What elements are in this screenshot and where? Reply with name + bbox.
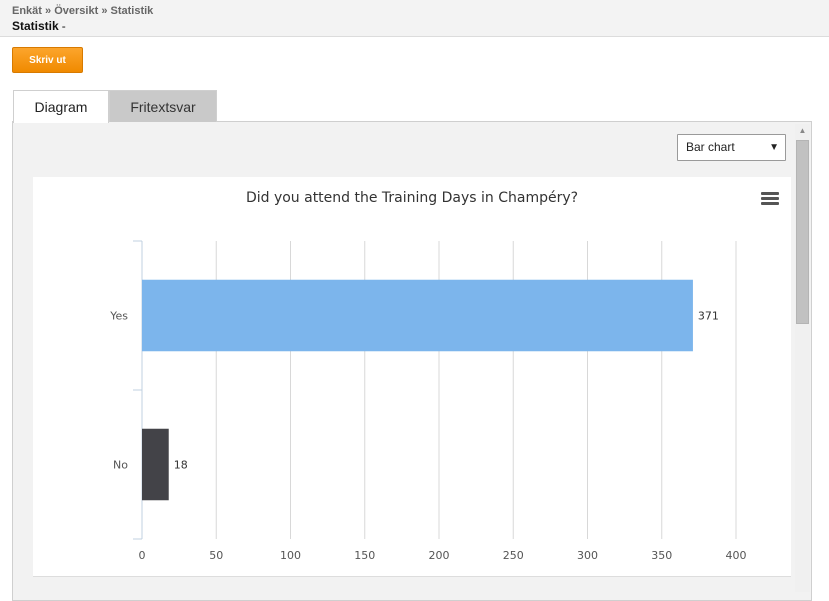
panel-scrollbar[interactable]: ▲	[795, 124, 810, 592]
x-tick-label: 300	[577, 549, 598, 562]
x-tick-label: 350	[651, 549, 672, 562]
x-tick-label: 0	[139, 549, 146, 562]
chart-menu-icon[interactable]	[761, 192, 779, 206]
chart-type-select-value: Bar chart	[686, 140, 735, 154]
chart-title: Did you attend the Training Days in Cham…	[245, 190, 579, 206]
scroll-up-arrow-icon[interactable]: ▲	[798, 126, 807, 135]
x-tick-label: 100	[280, 549, 301, 562]
data-label: 371	[698, 310, 719, 323]
scrollbar-thumb[interactable]	[796, 140, 809, 324]
chart-type-select[interactable]: Bar chart ▼	[677, 134, 786, 161]
chart-container: Did you attend the Training Days in Cham…	[33, 177, 791, 577]
page-title-text: Statistik	[12, 19, 59, 33]
bar-chart: 0 50 100 150 200 250 300 350 400 Yes 371 No 18	[109, 240, 747, 562]
category-label: No	[113, 459, 128, 472]
top-header: Enkät » Översikt » Statistik Statistik -	[0, 0, 829, 37]
breadcrumb-separator: »	[101, 5, 108, 17]
print-button[interactable]: Skriv ut	[12, 47, 83, 73]
x-tick-label: 150	[354, 549, 375, 562]
x-tick-label: 50	[209, 549, 223, 562]
x-tick-label: 200	[429, 549, 450, 562]
breadcrumb-item-statistik[interactable]: Statistik	[110, 5, 154, 17]
category-label: Yes	[109, 310, 128, 323]
bar-yes	[142, 279, 693, 352]
page-title-suffix: -	[61, 19, 66, 33]
bar-no	[142, 428, 169, 501]
tab-diagram[interactable]: Diagram	[13, 90, 109, 123]
dropdown-arrow-icon: ▼	[769, 142, 779, 153]
breadcrumb-item-enkat[interactable]: Enkät	[12, 5, 42, 17]
breadcrumb: Enkät » Översikt » Statistik	[12, 5, 153, 17]
page-title: Statistik -	[12, 19, 66, 33]
x-tick-label: 250	[503, 549, 524, 562]
breadcrumb-item-oversikt[interactable]: Översikt	[54, 5, 99, 17]
data-label: 18	[174, 459, 188, 472]
tab-fritextsvar[interactable]: Fritextsvar	[109, 90, 217, 122]
x-tick-label: 400	[726, 549, 747, 562]
breadcrumb-separator: »	[45, 5, 52, 17]
